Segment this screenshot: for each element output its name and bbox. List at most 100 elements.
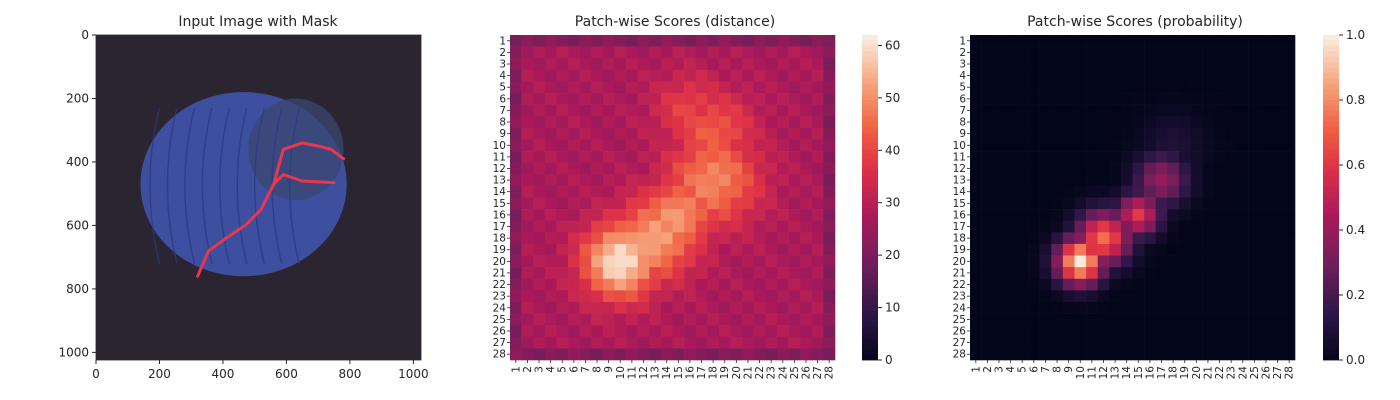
heatmap-cell [1120,58,1133,71]
heatmap-cell [1004,127,1017,140]
heatmap-cell [556,81,569,94]
heatmap-cell [1213,58,1226,71]
heatmap-cell [1271,348,1284,361]
heatmap-cell [1283,174,1296,187]
heatmap-cell [1225,151,1238,163]
heatmap-cell [730,116,743,129]
heatmap-cell [811,232,824,245]
heatmap-cell [1086,151,1098,163]
heatmap-cell [1236,174,1249,187]
heatmap-cell [742,185,755,198]
heatmap-cell [1155,313,1168,326]
heatmap-cell [753,290,766,303]
heatmap-cell [1039,185,1052,198]
probability-heatmap [970,35,1296,361]
heatmap-cell [544,325,557,338]
heatmap-cell [626,197,638,210]
heatmap-cell [1039,255,1052,268]
heatmap-cell [1144,35,1157,47]
heatmap-cell [1132,116,1145,129]
heatmap-cell [1213,185,1226,198]
heatmap-cell [1202,278,1215,291]
heatmap-cell [1190,220,1203,233]
heatmap-cell [970,104,982,117]
heatmap-cell [544,139,557,152]
heatmap-cell [707,197,720,210]
heatmap-cell [1167,139,1180,152]
heatmap-cell [1236,139,1249,152]
heatmap-cell [602,267,615,280]
row-label: 20 [953,256,966,268]
heatmap-cell [1097,290,1110,303]
heatmap-cell [823,197,836,210]
heatmap-cell [510,35,522,47]
heatmap-cell [1155,93,1168,105]
heatmap-cell [1248,93,1261,105]
heatmap-cell [1155,197,1168,210]
heatmap-cell [1167,325,1180,338]
heatmap-cell [637,93,650,105]
heatmap-cell [1260,313,1273,326]
heatmap-cell [1260,336,1273,349]
heatmap-cell [1016,197,1029,210]
col-label: 7 [580,366,592,373]
heatmap-cell [1225,197,1238,210]
heatmap-cell [1097,162,1110,175]
heatmap-cell [1109,58,1122,71]
heatmap-cell [614,151,627,163]
heatmap-cell [742,290,755,303]
heatmap-cell [568,301,580,314]
colorbar-segment [1323,316,1339,323]
heatmap-cell [614,232,627,245]
heatmap-cell [1190,290,1203,303]
heatmap-cell [1167,81,1180,94]
heatmap-cell [1120,151,1133,163]
heatmap-cell [1086,313,1098,326]
object-stripe [184,107,196,264]
heatmap-cell [1236,197,1249,210]
heatmap-cell [1097,348,1110,361]
heatmap-cell [1283,93,1296,105]
heatmap-cell [1283,185,1296,198]
heatmap-cell [993,69,1006,82]
heatmap-cell [823,69,836,82]
heatmap-cell [602,232,615,245]
colorbar-segment [862,295,878,301]
colorbar-segment [862,246,878,253]
heatmap-cell [1248,151,1261,163]
heatmap-cell [649,81,662,94]
heatmap-cell [753,267,766,280]
heatmap-cell [649,174,662,187]
heatmap-cell [1074,162,1087,175]
heatmap-cell [684,151,697,163]
heatmap-cell [753,278,766,291]
col-label: 2 [522,366,534,373]
heatmap-cell [1260,46,1273,59]
heatmap-cell [718,325,731,338]
heatmap-cell [1004,174,1017,187]
colorbar-segment [1323,284,1339,290]
colorbar-segment [1323,62,1339,68]
heatmap-cell [637,151,650,163]
heatmap-cell [993,313,1006,326]
heatmap-cell [718,209,731,222]
heatmap-cell [614,348,627,361]
heatmap-cell [637,255,650,268]
heatmap-cell [556,301,569,314]
heatmap-cell [788,93,801,105]
heatmap-cell [1074,174,1087,187]
row-label: 3 [499,59,506,71]
heatmap-cell [510,93,522,105]
heatmap-cell [1109,197,1122,210]
panel-distance-heatmap: Patch-wise Scores (distance) 12345678910… [493,14,901,379]
heatmap-cell [544,197,557,210]
colorbar-segment [862,213,878,220]
colorbar-segment [1323,327,1339,334]
heatmap-cell [707,348,720,361]
row-label: 23 [953,291,966,303]
colorbar-segment [1323,83,1339,90]
heatmap-cell [765,139,778,152]
heatmap-cell [1028,93,1040,105]
heatmap-cell [811,255,824,268]
heatmap-cell [742,127,755,140]
